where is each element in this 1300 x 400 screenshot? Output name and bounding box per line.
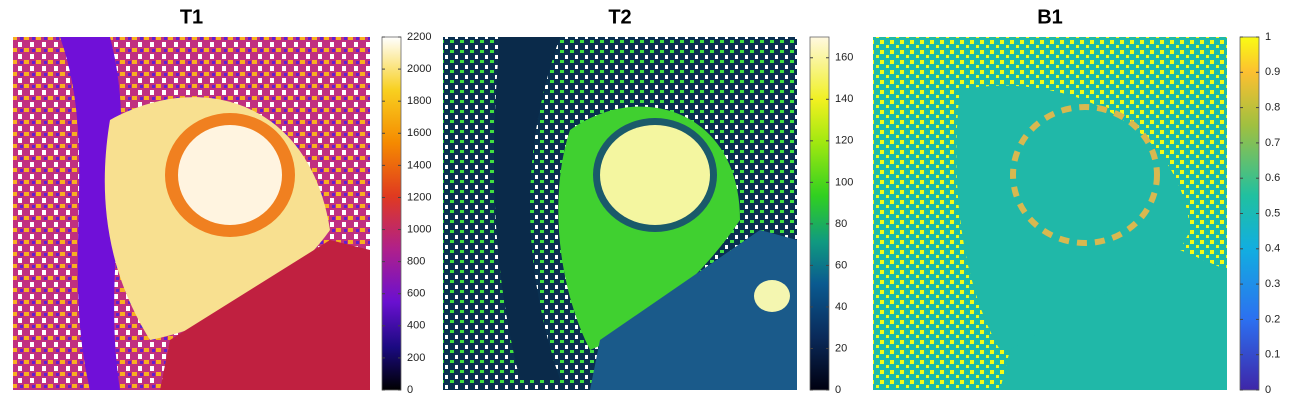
colorbar-tick-label: 600 bbox=[407, 288, 425, 300]
image-region bbox=[590, 230, 797, 390]
colorbar-tick-label: 80 bbox=[835, 218, 847, 230]
colorbar-tick-label: 1 bbox=[1265, 31, 1271, 43]
colorbar-tick-label: 0.2 bbox=[1265, 313, 1280, 325]
colorbar-tick-label: 0.7 bbox=[1265, 137, 1280, 149]
colorbar-tick-label: 0 bbox=[1265, 384, 1271, 396]
colorbar-tick-label: 200 bbox=[407, 352, 425, 364]
image-region bbox=[1000, 250, 1227, 390]
image-region bbox=[600, 125, 710, 225]
t2-image bbox=[443, 37, 797, 390]
colorbar-tick-label: 1400 bbox=[407, 159, 431, 171]
image-region bbox=[1010, 104, 1160, 246]
colorbar-tick-label: 140 bbox=[835, 93, 853, 105]
colorbar-tick-label: 60 bbox=[835, 259, 847, 271]
colorbar-tick-label: 800 bbox=[407, 256, 425, 268]
colorbar-tick-label: 160 bbox=[835, 52, 853, 64]
colorbar-tick-label: 1600 bbox=[407, 127, 431, 139]
image-region bbox=[494, 37, 560, 380]
colorbar-tick-label: 2200 bbox=[407, 31, 431, 43]
colorbar-tick-label: 40 bbox=[835, 301, 847, 313]
colorbar-tick-label: 0.9 bbox=[1265, 66, 1280, 78]
colorbar-tick-label: 0.3 bbox=[1265, 278, 1280, 290]
image-region bbox=[60, 37, 122, 390]
colorbar-tick-label: 1200 bbox=[407, 191, 431, 203]
colorbar-tick-label: 0.4 bbox=[1265, 243, 1280, 255]
colorbar-tick-label: 1000 bbox=[407, 223, 431, 235]
colorbar-tick-label: 120 bbox=[835, 135, 853, 147]
panel-title: T2 bbox=[608, 6, 631, 28]
colorbar-tick-label: 0.6 bbox=[1265, 172, 1280, 184]
colorbar bbox=[809, 36, 830, 391]
b1-image bbox=[873, 37, 1227, 390]
colorbar-tick-label: 0.1 bbox=[1265, 349, 1280, 361]
colorbar-tick-label: 0 bbox=[835, 384, 841, 396]
image-region bbox=[754, 280, 790, 312]
colorbar-tick-label: 2000 bbox=[407, 63, 431, 75]
colorbar-tick-label: 1800 bbox=[407, 95, 431, 107]
colorbar-tick-label: 20 bbox=[835, 342, 847, 354]
colorbar-tick-label: 0.8 bbox=[1265, 102, 1280, 114]
image-region bbox=[178, 125, 282, 225]
t1-image bbox=[13, 37, 370, 390]
colorbar-tick-label: 0.5 bbox=[1265, 207, 1280, 219]
panel-title: B1 bbox=[1037, 6, 1063, 28]
image-region bbox=[160, 240, 370, 390]
panel-title: T1 bbox=[180, 6, 203, 28]
colorbar-tick-label: 0 bbox=[407, 384, 413, 396]
colorbar bbox=[381, 36, 402, 391]
colorbar-tick-label: 100 bbox=[835, 176, 853, 188]
colorbar-tick-label: 400 bbox=[407, 320, 425, 332]
